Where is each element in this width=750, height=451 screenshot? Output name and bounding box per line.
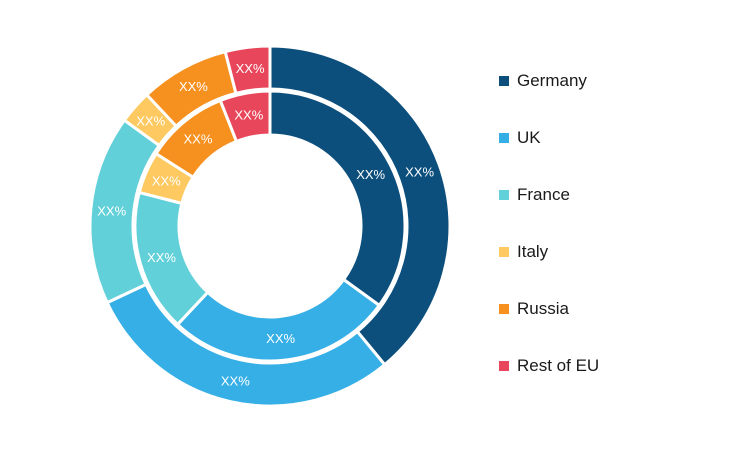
legend-swatch [499,76,509,86]
legend-swatch [499,133,509,143]
legend-swatch [499,190,509,200]
legend-label: Russia [517,299,569,318]
outer-slice-label-germany: XX% [405,165,434,180]
inner-slice-label-italy: XX% [152,174,181,189]
inner-ring [133,89,407,363]
legend-item-germany: Germany [499,70,599,127]
outer-slice-label-france: XX% [97,204,126,219]
inner-slice-label-germany: XX% [356,167,385,182]
legend-item-france: France [499,184,599,241]
legend-label: UK [517,128,541,147]
inner-slice-label-france: XX% [147,250,176,265]
legend-label: Rest of EU [517,356,600,375]
inner-slice-label-uk: XX% [266,331,295,346]
outer-slice-germany [268,44,452,367]
outer-slice-label-italy: XX% [136,113,165,128]
outer-slice-label-russia: XX% [179,79,208,94]
outer-slice-label-uk: XX% [221,374,250,389]
inner-slice-rest-of-eu [218,89,272,143]
legend-swatch [499,247,509,257]
legend-item-russia: Russia [499,298,599,355]
legend-label: France [517,185,570,204]
legend: Germany UK France Italy Russia Rest of EU [499,70,599,412]
outer-slice-rest-of-eu [223,44,272,95]
legend-item-italy: Italy [499,241,599,298]
inner-slice-label-rest-of-eu: XX% [234,108,263,123]
legend-swatch [499,304,509,314]
legend-label: Germany [517,71,587,90]
legend-item-rest-of-eu: Rest of EU [499,355,599,412]
legend-swatch [499,361,509,371]
slice-labels: XX% XX% XX% XX% XX% XX% XX% XX% XX% XX% XX% XX% [97,61,434,389]
inner-slice-label-russia: XX% [184,131,213,146]
legend-item-uk: UK [499,127,599,184]
outer-slice-label-rest-of-eu: XX% [236,61,265,76]
outer-ring [88,44,452,408]
inner-slice-germany [268,89,407,307]
legend-label: Italy [517,242,549,261]
